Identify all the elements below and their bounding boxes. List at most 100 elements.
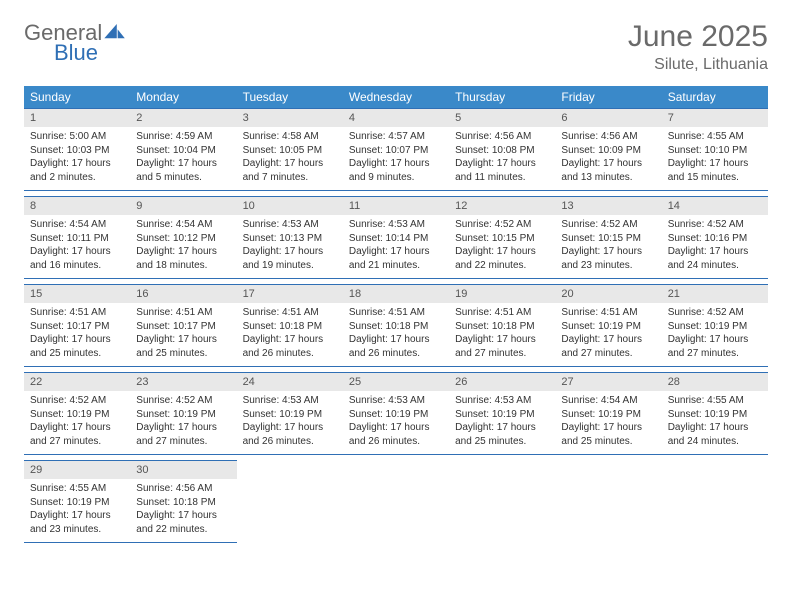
sunset-text: Sunset: 10:19 PM — [349, 408, 443, 422]
calendar-day: 26Sunrise: 4:53 AMSunset: 10:19 PMDaylig… — [449, 373, 555, 455]
day-number: 24 — [237, 373, 343, 391]
weekday-header-row: SundayMondayTuesdayWednesdayThursdayFrid… — [24, 86, 768, 109]
daylight-text-1: Daylight: 17 hours — [455, 157, 549, 171]
day-number: 9 — [130, 197, 236, 215]
daylight-text-2: and 22 minutes. — [136, 523, 230, 537]
day-details: Sunrise: 4:52 AMSunset: 10:15 PMDaylight… — [449, 215, 555, 278]
sunset-text: Sunset: 10:19 PM — [455, 408, 549, 422]
calendar-table: SundayMondayTuesdayWednesdayThursdayFrid… — [24, 86, 768, 543]
day-details: Sunrise: 4:53 AMSunset: 10:19 PMDaylight… — [343, 391, 449, 454]
calendar-day: 7Sunrise: 4:55 AMSunset: 10:10 PMDayligh… — [662, 109, 768, 191]
sunrise-text: Sunrise: 4:54 AM — [136, 218, 230, 232]
daylight-text-2: and 25 minutes. — [561, 435, 655, 449]
daylight-text-2: and 27 minutes. — [561, 347, 655, 361]
calendar-day: 24Sunrise: 4:53 AMSunset: 10:19 PMDaylig… — [237, 373, 343, 455]
sunrise-text: Sunrise: 4:53 AM — [243, 218, 337, 232]
sunset-text: Sunset: 10:05 PM — [243, 144, 337, 158]
sunrise-text: Sunrise: 4:55 AM — [668, 394, 762, 408]
daylight-text-2: and 18 minutes. — [136, 259, 230, 273]
day-number: 12 — [449, 197, 555, 215]
daylight-text-2: and 27 minutes. — [455, 347, 549, 361]
sunrise-text: Sunrise: 4:55 AM — [668, 130, 762, 144]
daylight-text-2: and 15 minutes. — [668, 171, 762, 185]
day-number: 13 — [555, 197, 661, 215]
calendar-day: 6Sunrise: 4:56 AMSunset: 10:09 PMDayligh… — [555, 109, 661, 191]
day-details: Sunrise: 4:51 AMSunset: 10:19 PMDaylight… — [555, 303, 661, 366]
calendar-day: 4Sunrise: 4:57 AMSunset: 10:07 PMDayligh… — [343, 109, 449, 191]
day-number: 30 — [130, 461, 236, 479]
sunset-text: Sunset: 10:16 PM — [668, 232, 762, 246]
daylight-text-1: Daylight: 17 hours — [561, 421, 655, 435]
daylight-text-1: Daylight: 17 hours — [668, 157, 762, 171]
day-details: Sunrise: 4:52 AMSunset: 10:16 PMDaylight… — [662, 215, 768, 278]
calendar-day: 23Sunrise: 4:52 AMSunset: 10:19 PMDaylig… — [130, 373, 236, 455]
day-number: 3 — [237, 109, 343, 127]
day-number: 23 — [130, 373, 236, 391]
sunrise-text: Sunrise: 5:00 AM — [30, 130, 124, 144]
daylight-text-1: Daylight: 17 hours — [561, 333, 655, 347]
calendar-day: 13Sunrise: 4:52 AMSunset: 10:15 PMDaylig… — [555, 197, 661, 279]
daylight-text-1: Daylight: 17 hours — [243, 157, 337, 171]
day-number: 28 — [662, 373, 768, 391]
sunset-text: Sunset: 10:12 PM — [136, 232, 230, 246]
daylight-text-1: Daylight: 17 hours — [243, 245, 337, 259]
sunrise-text: Sunrise: 4:51 AM — [561, 306, 655, 320]
sunset-text: Sunset: 10:10 PM — [668, 144, 762, 158]
sunset-text: Sunset: 10:13 PM — [243, 232, 337, 246]
calendar-day: 10Sunrise: 4:53 AMSunset: 10:13 PMDaylig… — [237, 197, 343, 279]
location: Silute, Lithuania — [628, 56, 768, 74]
daylight-text-2: and 16 minutes. — [30, 259, 124, 273]
brand-logo: General Blue — [24, 20, 144, 64]
daylight-text-2: and 9 minutes. — [349, 171, 443, 185]
daylight-text-2: and 22 minutes. — [455, 259, 549, 273]
daylight-text-1: Daylight: 17 hours — [243, 333, 337, 347]
calendar-week: 29Sunrise: 4:55 AMSunset: 10:19 PMDaylig… — [24, 461, 768, 543]
daylight-text-2: and 25 minutes. — [455, 435, 549, 449]
sunrise-text: Sunrise: 4:52 AM — [561, 218, 655, 232]
day-number: 16 — [130, 285, 236, 303]
daylight-text-1: Daylight: 17 hours — [30, 245, 124, 259]
calendar-day: 1Sunrise: 5:00 AMSunset: 10:03 PMDayligh… — [24, 109, 130, 191]
day-number: 26 — [449, 373, 555, 391]
sunset-text: Sunset: 10:18 PM — [455, 320, 549, 334]
sunrise-text: Sunrise: 4:52 AM — [30, 394, 124, 408]
calendar-day: 12Sunrise: 4:52 AMSunset: 10:15 PMDaylig… — [449, 197, 555, 279]
daylight-text-1: Daylight: 17 hours — [455, 333, 549, 347]
weekday-header: Monday — [130, 86, 236, 109]
day-number: 25 — [343, 373, 449, 391]
page-title: June 2025 — [628, 20, 768, 54]
day-number: 4 — [343, 109, 449, 127]
day-details: Sunrise: 4:56 AMSunset: 10:08 PMDaylight… — [449, 127, 555, 190]
sunset-text: Sunset: 10:19 PM — [668, 408, 762, 422]
sunrise-text: Sunrise: 4:51 AM — [30, 306, 124, 320]
daylight-text-1: Daylight: 17 hours — [668, 333, 762, 347]
day-number: 18 — [343, 285, 449, 303]
calendar-day: 29Sunrise: 4:55 AMSunset: 10:19 PMDaylig… — [24, 461, 130, 543]
sunset-text: Sunset: 10:03 PM — [30, 144, 124, 158]
daylight-text-1: Daylight: 17 hours — [668, 421, 762, 435]
sunrise-text: Sunrise: 4:51 AM — [455, 306, 549, 320]
empty-day — [237, 461, 343, 543]
daylight-text-2: and 27 minutes. — [668, 347, 762, 361]
sunrise-text: Sunrise: 4:55 AM — [30, 482, 124, 496]
daylight-text-2: and 26 minutes. — [243, 347, 337, 361]
sunset-text: Sunset: 10:19 PM — [136, 408, 230, 422]
daylight-text-2: and 19 minutes. — [243, 259, 337, 273]
day-details: Sunrise: 4:51 AMSunset: 10:17 PMDaylight… — [130, 303, 236, 366]
day-details: Sunrise: 4:58 AMSunset: 10:05 PMDaylight… — [237, 127, 343, 190]
sunrise-text: Sunrise: 4:58 AM — [243, 130, 337, 144]
empty-day — [449, 461, 555, 543]
day-details: Sunrise: 4:59 AMSunset: 10:04 PMDaylight… — [130, 127, 236, 190]
daylight-text-2: and 27 minutes. — [30, 435, 124, 449]
day-number: 11 — [343, 197, 449, 215]
calendar-day: 5Sunrise: 4:56 AMSunset: 10:08 PMDayligh… — [449, 109, 555, 191]
calendar-day: 25Sunrise: 4:53 AMSunset: 10:19 PMDaylig… — [343, 373, 449, 455]
sunrise-text: Sunrise: 4:53 AM — [455, 394, 549, 408]
sunset-text: Sunset: 10:19 PM — [30, 408, 124, 422]
daylight-text-2: and 2 minutes. — [30, 171, 124, 185]
day-details: Sunrise: 4:54 AMSunset: 10:12 PMDaylight… — [130, 215, 236, 278]
day-details: Sunrise: 4:53 AMSunset: 10:19 PMDaylight… — [237, 391, 343, 454]
daylight-text-2: and 21 minutes. — [349, 259, 443, 273]
daylight-text-1: Daylight: 17 hours — [668, 245, 762, 259]
daylight-text-2: and 24 minutes. — [668, 435, 762, 449]
